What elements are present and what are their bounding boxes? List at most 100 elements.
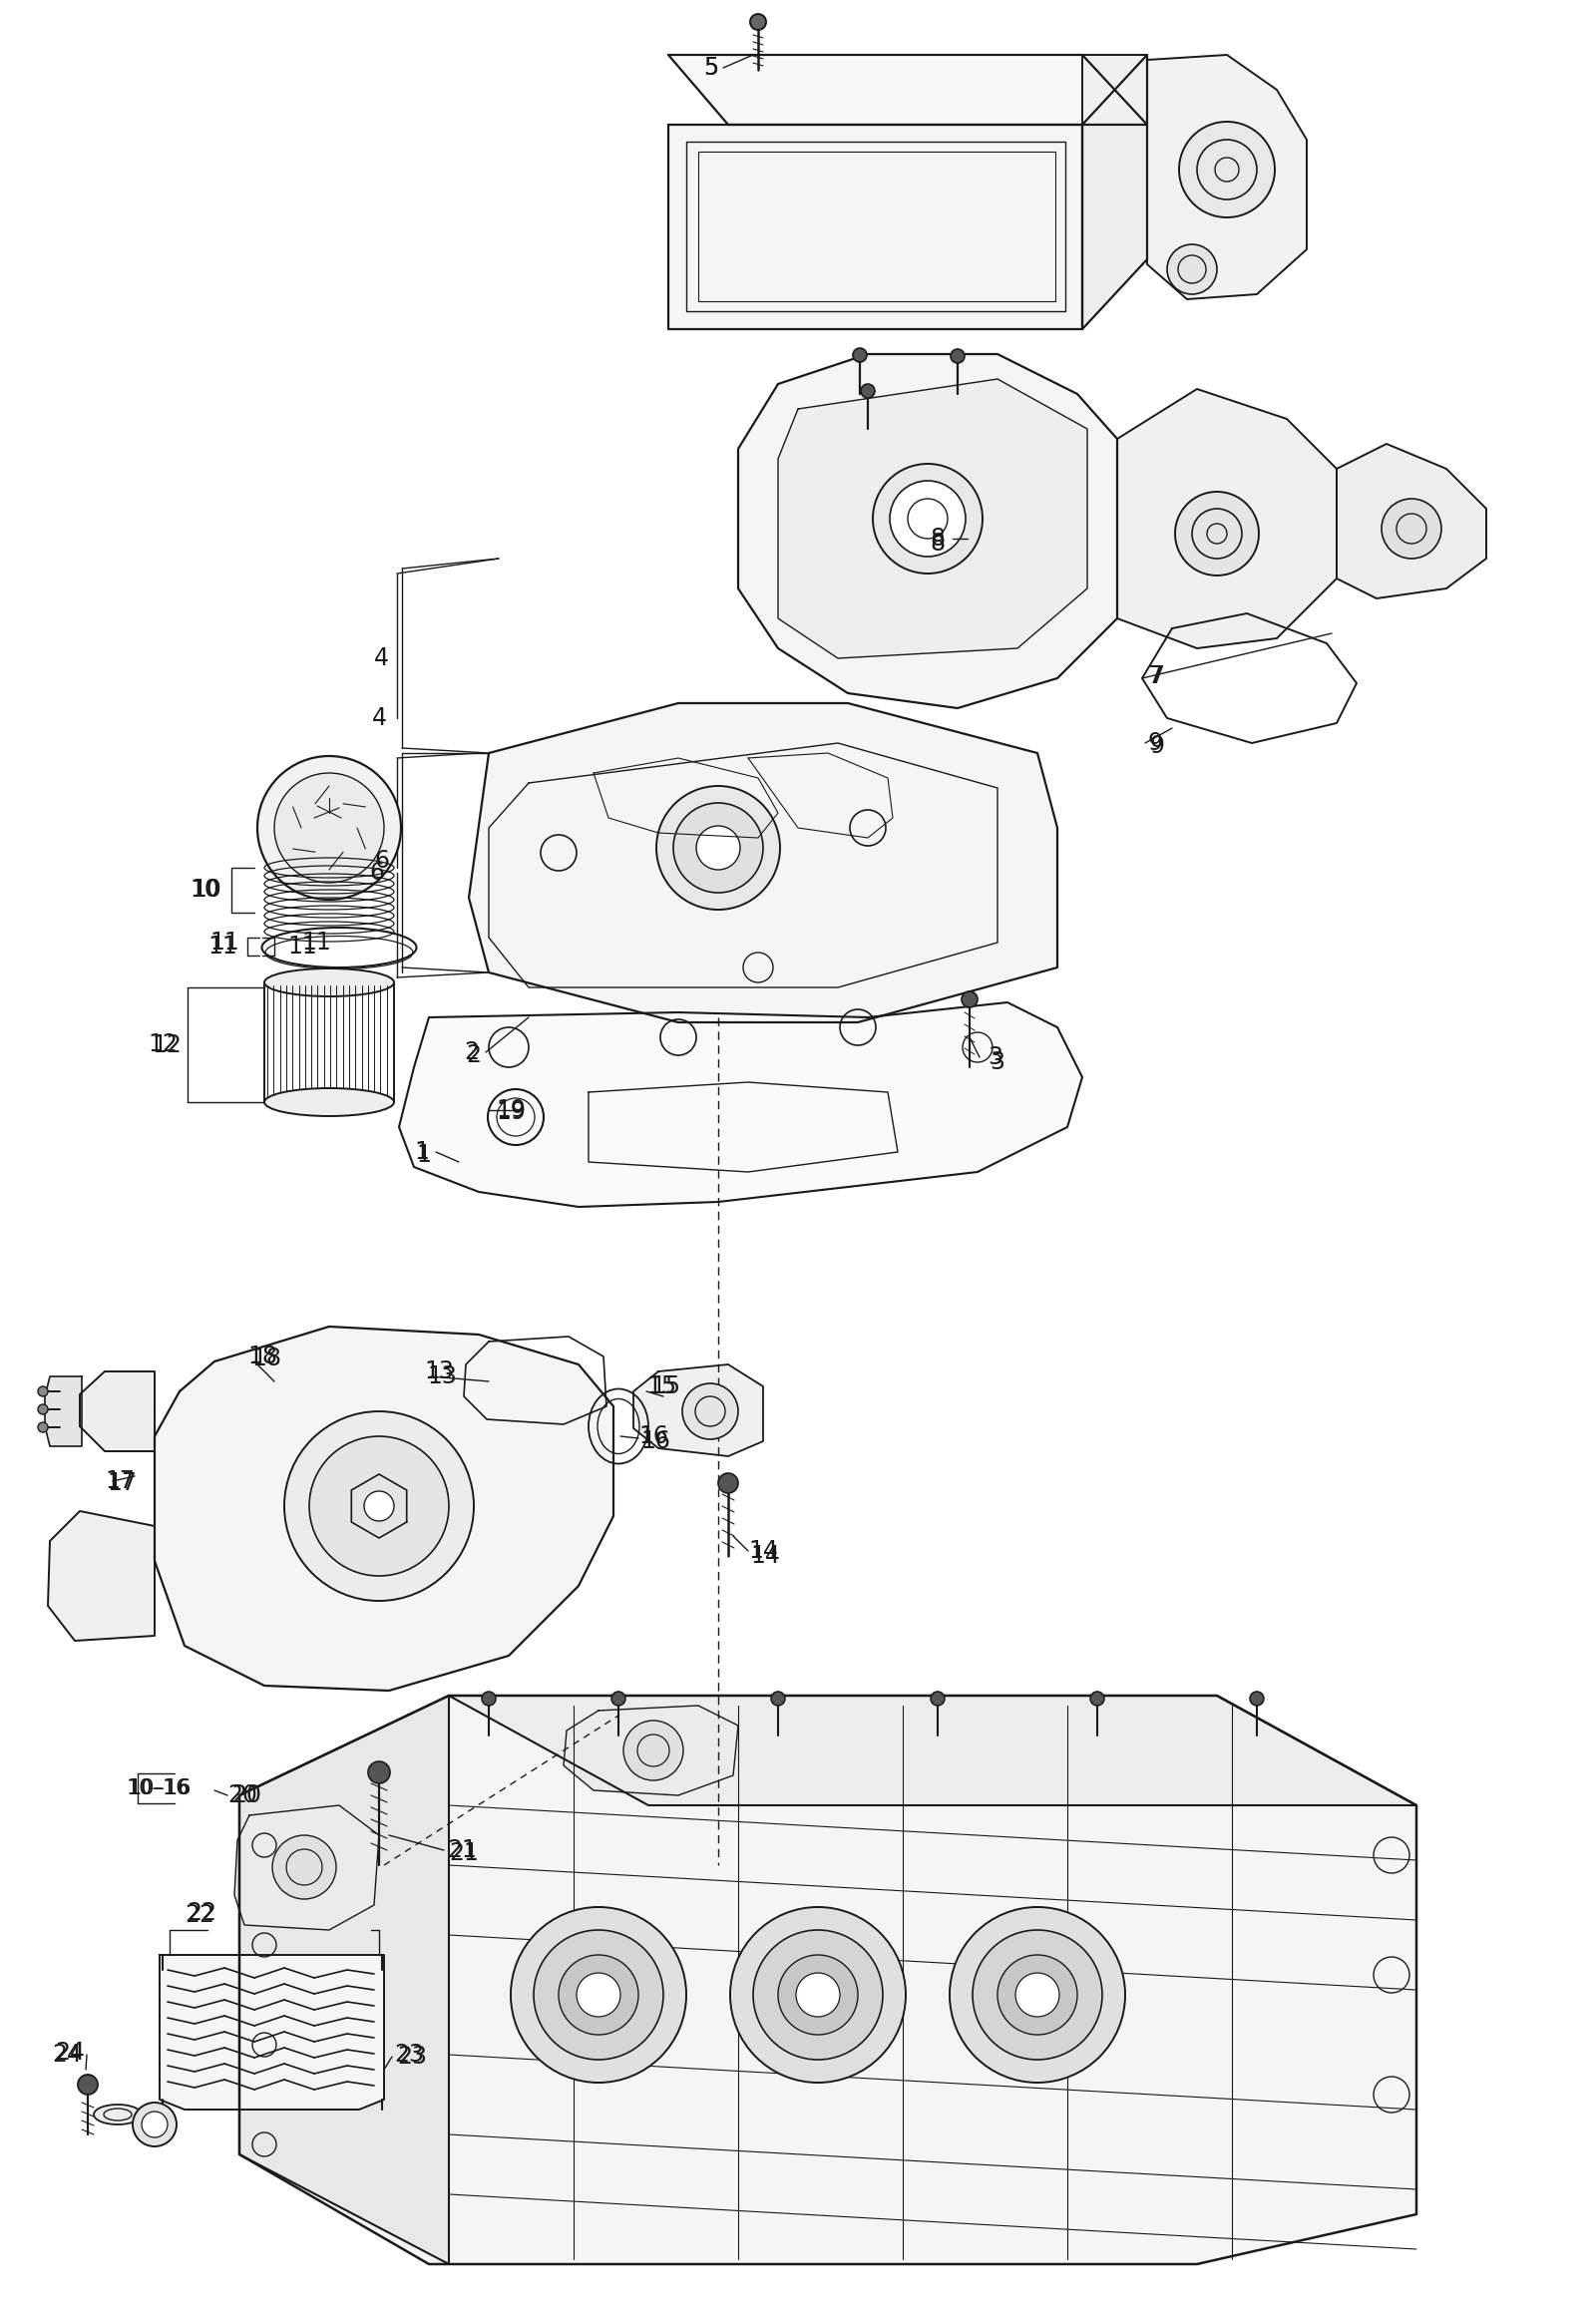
Polygon shape — [399, 1002, 1082, 1208]
Circle shape — [1179, 123, 1275, 218]
Circle shape — [624, 1722, 683, 1779]
Circle shape — [38, 1405, 48, 1414]
Polygon shape — [239, 1696, 448, 2263]
Text: 10: 10 — [190, 877, 220, 902]
Ellipse shape — [94, 2103, 142, 2124]
Circle shape — [656, 787, 780, 909]
Circle shape — [750, 14, 766, 30]
Circle shape — [1167, 245, 1218, 294]
Circle shape — [771, 1692, 785, 1705]
Circle shape — [696, 826, 741, 870]
Text: 8: 8 — [930, 528, 945, 551]
Circle shape — [779, 1955, 859, 2034]
Circle shape — [559, 1955, 638, 2034]
Text: 12: 12 — [152, 1034, 182, 1057]
Text: 19: 19 — [496, 1099, 525, 1125]
Text: 10–16: 10–16 — [128, 1779, 192, 1798]
Text: 19: 19 — [496, 1099, 525, 1122]
Circle shape — [284, 1412, 474, 1601]
Circle shape — [852, 347, 867, 361]
Polygon shape — [563, 1705, 737, 1796]
Circle shape — [257, 757, 401, 900]
Text: 11: 11 — [207, 935, 238, 958]
Text: 3: 3 — [990, 1051, 1004, 1074]
Polygon shape — [1117, 389, 1337, 648]
Text: 22: 22 — [185, 1902, 214, 1928]
Circle shape — [951, 349, 964, 363]
Text: 17: 17 — [105, 1469, 134, 1493]
Text: 13: 13 — [425, 1361, 453, 1384]
Circle shape — [796, 1974, 839, 2018]
Text: 11: 11 — [302, 930, 330, 953]
Circle shape — [891, 481, 966, 558]
Text: 1: 1 — [413, 1141, 429, 1164]
Polygon shape — [737, 354, 1117, 708]
Polygon shape — [1082, 56, 1148, 125]
Circle shape — [1175, 493, 1259, 576]
Text: 16: 16 — [640, 1430, 670, 1453]
Text: 12: 12 — [148, 1032, 177, 1055]
Text: 7: 7 — [1149, 664, 1163, 687]
Text: 10–16: 10–16 — [126, 1779, 190, 1798]
Text: 23: 23 — [394, 2043, 425, 2066]
Circle shape — [576, 1974, 621, 2018]
Polygon shape — [80, 1372, 155, 1451]
Circle shape — [611, 1692, 626, 1705]
Polygon shape — [45, 1377, 81, 1446]
Text: 24: 24 — [54, 2041, 85, 2064]
Text: 20: 20 — [231, 1784, 262, 1807]
Text: 4: 4 — [372, 706, 386, 731]
Text: 14: 14 — [749, 1539, 777, 1562]
Circle shape — [1015, 1974, 1060, 2018]
Circle shape — [511, 1907, 686, 2083]
Circle shape — [753, 1930, 883, 2059]
Text: 11: 11 — [209, 930, 239, 953]
Circle shape — [930, 1692, 945, 1705]
Text: 17: 17 — [107, 1472, 137, 1495]
Text: 9: 9 — [1148, 731, 1162, 754]
Text: 18: 18 — [252, 1347, 281, 1370]
Circle shape — [860, 384, 875, 398]
Polygon shape — [1082, 56, 1148, 329]
Circle shape — [950, 1907, 1125, 2083]
Circle shape — [273, 1835, 337, 1900]
Text: 9: 9 — [1149, 734, 1163, 759]
Circle shape — [310, 1437, 448, 1576]
Text: 2: 2 — [464, 1041, 479, 1064]
Polygon shape — [1148, 56, 1307, 299]
Polygon shape — [669, 125, 1082, 329]
Circle shape — [38, 1386, 48, 1395]
Polygon shape — [634, 1365, 763, 1456]
Circle shape — [1250, 1692, 1264, 1705]
Circle shape — [718, 1474, 737, 1493]
Circle shape — [1382, 500, 1441, 558]
Text: 20: 20 — [228, 1784, 257, 1807]
Text: 6: 6 — [369, 861, 385, 884]
Text: 24: 24 — [51, 2043, 81, 2066]
Text: 15: 15 — [651, 1375, 680, 1398]
Text: 23: 23 — [397, 2046, 428, 2069]
Circle shape — [873, 463, 983, 574]
Text: 22: 22 — [187, 1902, 217, 1925]
Text: 13: 13 — [428, 1365, 456, 1388]
Text: 4: 4 — [373, 646, 389, 671]
Polygon shape — [48, 1511, 155, 1641]
Text: 14: 14 — [750, 1543, 780, 1569]
Circle shape — [38, 1423, 48, 1432]
Circle shape — [482, 1692, 496, 1705]
Polygon shape — [669, 56, 1148, 125]
Circle shape — [364, 1490, 394, 1520]
Text: 5: 5 — [702, 56, 718, 79]
Ellipse shape — [265, 970, 394, 997]
Polygon shape — [448, 1696, 1417, 1805]
Text: 21: 21 — [447, 1837, 477, 1863]
Text: 8: 8 — [930, 532, 945, 555]
Polygon shape — [155, 1326, 613, 1692]
Circle shape — [369, 1761, 389, 1784]
Text: 2: 2 — [466, 1044, 480, 1067]
Polygon shape — [239, 1696, 1417, 2263]
Polygon shape — [351, 1474, 407, 1539]
Text: 21: 21 — [448, 1842, 479, 1865]
Circle shape — [275, 773, 385, 882]
Polygon shape — [779, 379, 1087, 657]
